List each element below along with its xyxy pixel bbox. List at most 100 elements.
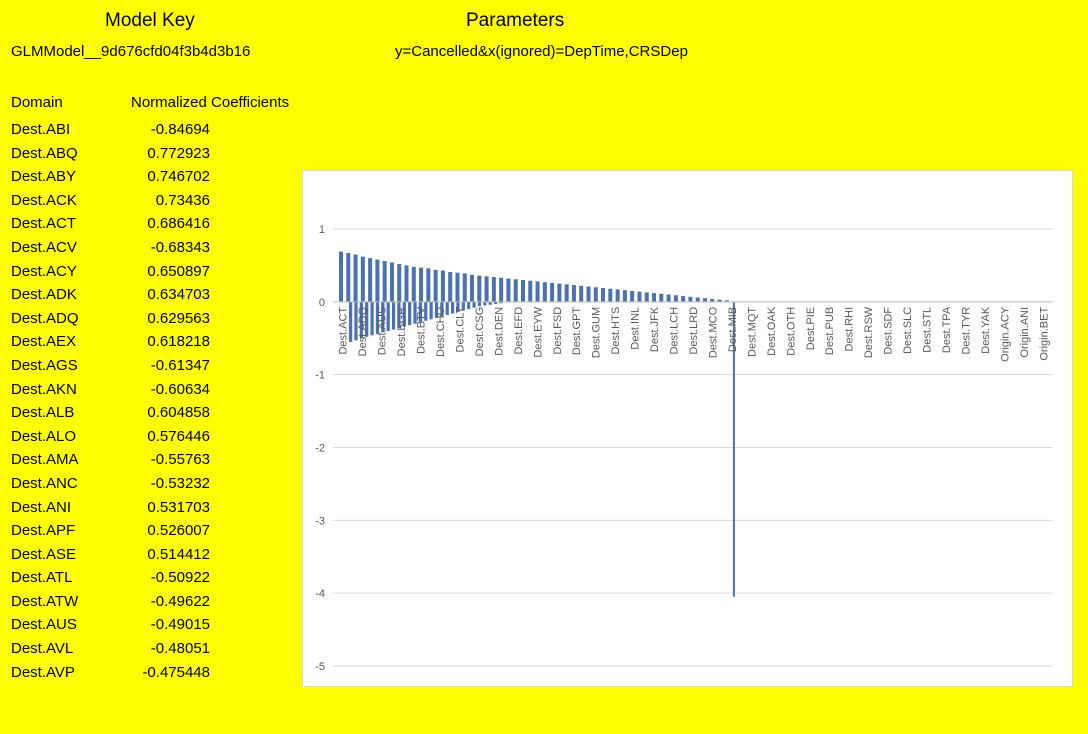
- bar: [413, 301, 417, 324]
- x-tick-label: Dest.ACT: [338, 307, 350, 355]
- model-id: GLMModel__9d676cfd04f3b4d3b16: [11, 43, 251, 60]
- domain-cell: Dest.ASE: [11, 545, 77, 563]
- x-tick-label: Dest.CHO: [435, 306, 447, 357]
- bar: [381, 301, 385, 333]
- table-row: Dest.ALB 0.604858: [0, 401, 300, 425]
- model-key-label: Model Key: [105, 10, 195, 31]
- bar: [483, 301, 487, 306]
- bar: [375, 301, 380, 334]
- bar: [440, 301, 444, 317]
- coefficient-cell: -0.60634: [150, 380, 210, 398]
- y-tick-label: -2: [315, 443, 325, 455]
- table-row: Dest.AGS -0.61347: [0, 354, 300, 378]
- x-tick-label: Dest.BTV: [416, 306, 428, 354]
- coefficient-cell: -0.84694: [150, 121, 210, 138]
- bar: [542, 282, 547, 302]
- domain-cell: Dest.AVP: [11, 663, 75, 681]
- bar: [586, 286, 591, 302]
- bar: [349, 301, 353, 342]
- table-row: Dest.ACV -0.68343: [0, 236, 300, 260]
- table-row: Dest.ADQ 0.629563: [0, 307, 300, 331]
- table-row: Dest.ANI 0.531703: [0, 496, 300, 520]
- coefficient-cell: 0.526007: [147, 522, 210, 540]
- bar: [564, 284, 569, 302]
- x-tick-label: Dest.BGR: [396, 307, 408, 357]
- bar: [455, 272, 460, 302]
- x-tick-label: Dest.OTH: [785, 307, 797, 356]
- y-tick-label: 1: [319, 224, 325, 236]
- coefficients-table: Dest.ABI -0.84694 Dest.ABQ 0.772923 Dest.ABY…: [0, 118, 300, 684]
- domain-cell: Dest.AMA: [11, 451, 79, 469]
- bar: [467, 301, 471, 310]
- bar: [472, 301, 476, 308]
- bar: [601, 287, 606, 302]
- bar: [424, 301, 428, 321]
- coefficient-cell: 0.514412: [147, 545, 210, 563]
- x-tick-label: Dest.EFD: [513, 307, 525, 355]
- bar: [659, 293, 664, 302]
- bar: [359, 301, 363, 339]
- bar: [710, 298, 715, 302]
- domain-cell: Dest.ADQ: [11, 309, 79, 327]
- x-tick-label: Dest.MCO: [707, 306, 719, 358]
- bar-outlier: [732, 301, 735, 597]
- bar: [461, 301, 465, 311]
- y-tick-label: -1: [315, 370, 325, 382]
- x-tick-label: Dest.RHI: [844, 307, 856, 352]
- bar: [571, 285, 576, 302]
- x-tick-label: Dest.OAK: [766, 306, 778, 356]
- coefficient-cell: -0.55763: [150, 451, 210, 469]
- x-tick-label: Dest.CLT: [454, 307, 466, 353]
- bar: [397, 263, 402, 302]
- domain-cell: Dest.ABQ: [11, 144, 78, 162]
- x-tick-label: Dest.GUM: [591, 307, 603, 358]
- table-row: Dest.ADK 0.634703: [0, 283, 300, 307]
- table-row: Dest.ABI -0.84694: [0, 118, 300, 142]
- table-row: Dest.ANC -0.53232: [0, 472, 300, 496]
- bar: [550, 282, 555, 302]
- bar: [360, 256, 365, 302]
- bar: [389, 262, 394, 302]
- coefficient-cell: -0.53232: [150, 474, 210, 492]
- bar: [391, 301, 396, 330]
- bar: [365, 301, 369, 337]
- domain-cell: Dest.ALB: [11, 404, 75, 422]
- domain-cell: Dest.ANI: [11, 498, 72, 516]
- x-tick-label: Dest.DEN: [493, 307, 505, 356]
- bar: [535, 281, 540, 302]
- bar: [411, 266, 416, 302]
- bar: [622, 290, 627, 302]
- x-tick-label: Dest.FSD: [552, 307, 564, 355]
- bar: [346, 253, 351, 302]
- domain-cell: Dest.ABY: [11, 168, 77, 186]
- bar: [644, 292, 649, 302]
- bar: [630, 290, 635, 302]
- bar: [499, 301, 503, 304]
- domain-cell: Dest.ACT: [11, 215, 77, 233]
- x-tick-label: Dest.PIE: [805, 307, 817, 350]
- x-tick-label: Dest.TYR: [960, 307, 972, 355]
- bar: [637, 291, 642, 302]
- x-tick-label: Origin.ACY: [999, 306, 1011, 362]
- x-tick-label: Origin.BET: [1038, 307, 1050, 361]
- bar: [370, 301, 374, 336]
- bar: [402, 301, 406, 327]
- bar: [450, 301, 455, 314]
- table-row: Dest.AVL -0.48051: [0, 637, 300, 661]
- table-row: Dest.ATL -0.50922: [0, 566, 300, 590]
- table-row: Dest.ABY 0.746702: [0, 165, 300, 189]
- x-tick-label: Dest.SDF: [883, 307, 895, 355]
- x-tick-label: Dest.HTS: [610, 307, 622, 355]
- bar: [488, 301, 492, 305]
- domain-cell: Dest.APF: [11, 522, 76, 540]
- x-tick-label: Dest.MIB: [727, 307, 739, 352]
- bar: [681, 296, 686, 302]
- table-row: Dest.ATW -0.49622: [0, 590, 300, 614]
- bar: [520, 279, 525, 302]
- coefficient-cell: -0.475448: [142, 663, 210, 681]
- table-row: Dest.ACT 0.686416: [0, 212, 300, 236]
- coefficient-cell: 0.629563: [147, 309, 210, 327]
- bar: [397, 301, 401, 329]
- table-row: Dest.ASE 0.514412: [0, 543, 300, 567]
- bar: [652, 293, 657, 302]
